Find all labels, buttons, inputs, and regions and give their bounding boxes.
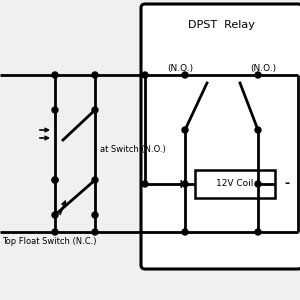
- Circle shape: [92, 72, 98, 78]
- Circle shape: [52, 107, 58, 113]
- Circle shape: [52, 212, 58, 218]
- Circle shape: [255, 72, 261, 78]
- Circle shape: [255, 229, 261, 235]
- Circle shape: [142, 181, 148, 187]
- FancyBboxPatch shape: [141, 4, 300, 269]
- Circle shape: [52, 72, 58, 78]
- Text: (N.O.): (N.O.): [167, 64, 193, 73]
- Circle shape: [92, 229, 98, 235]
- Circle shape: [255, 181, 261, 187]
- Text: -: -: [284, 178, 290, 190]
- Text: 12V Coil: 12V Coil: [216, 179, 254, 188]
- Circle shape: [92, 212, 98, 218]
- Text: (N.O.): (N.O.): [250, 64, 276, 73]
- Text: +: +: [176, 178, 186, 190]
- Circle shape: [182, 127, 188, 133]
- Circle shape: [92, 177, 98, 183]
- Circle shape: [52, 177, 58, 183]
- Circle shape: [52, 177, 58, 183]
- Circle shape: [92, 107, 98, 113]
- Circle shape: [182, 229, 188, 235]
- Circle shape: [142, 72, 148, 78]
- Text: at Switch (N.O.): at Switch (N.O.): [100, 145, 166, 154]
- Circle shape: [52, 229, 58, 235]
- Circle shape: [255, 127, 261, 133]
- Circle shape: [182, 72, 188, 78]
- Text: DPST  Relay: DPST Relay: [188, 20, 254, 30]
- Circle shape: [182, 181, 188, 187]
- Text: Top Float Switch (N.C.): Top Float Switch (N.C.): [2, 237, 97, 246]
- Bar: [195, 170, 275, 198]
